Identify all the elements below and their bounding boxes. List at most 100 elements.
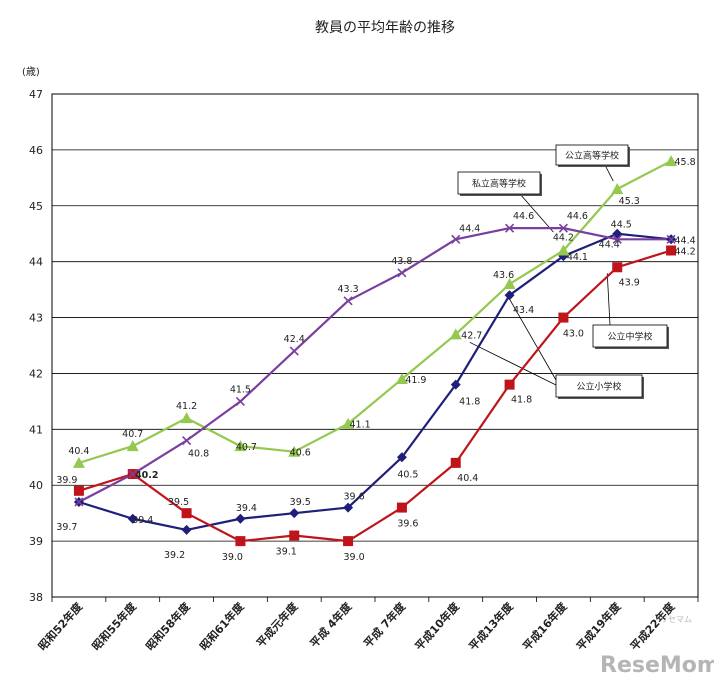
callout-leader	[469, 341, 557, 386]
data-point	[73, 485, 84, 496]
data-label: 45.3	[619, 196, 640, 207]
data-label: 40.7	[236, 442, 257, 453]
y-tick-label: 47	[29, 88, 43, 101]
data-label: 39.5	[290, 497, 311, 508]
data-point	[558, 312, 569, 323]
x-tick-label: 平成19年度	[573, 599, 624, 653]
y-tick-label: 45	[29, 200, 43, 213]
data-point	[666, 234, 676, 244]
y-tick-label: 40	[29, 479, 43, 492]
data-label: 39.1	[276, 547, 297, 558]
data-label: 40.2	[135, 470, 158, 481]
callout-label: 公立小学校	[576, 381, 621, 393]
data-label: 42.7	[461, 330, 482, 341]
chart-title: 教員の平均年齢の推移	[315, 20, 455, 36]
data-point	[503, 278, 516, 290]
data-point	[558, 223, 568, 233]
watermark-logo: ReseMom	[600, 653, 714, 678]
data-point	[235, 513, 246, 524]
y-tick-label: 46	[29, 144, 43, 157]
data-label: 40.7	[122, 429, 143, 440]
data-label: 40.6	[290, 448, 311, 459]
data-label: 40.4	[68, 446, 89, 457]
data-point	[665, 155, 678, 167]
series-lines	[78, 160, 672, 543]
data-point	[74, 497, 84, 507]
x-tick-label: 昭和55年度	[89, 599, 140, 653]
x-tick-label: 昭和58年度	[143, 599, 194, 653]
data-point	[449, 328, 462, 340]
data-point	[235, 396, 245, 406]
data-label: 44.6	[567, 211, 588, 222]
data-label: 43.0	[563, 329, 584, 340]
data-label: 39.6	[397, 519, 418, 530]
data-label: 45.8	[675, 157, 696, 168]
data-point	[557, 244, 570, 256]
data-labels: 39.7 39.4 39.2 39.4 39.5 39.6 40.5 41.8 43.4 44.1…	[56, 157, 695, 563]
data-point	[289, 508, 300, 519]
data-label: 40.5	[397, 469, 418, 480]
data-point	[180, 412, 193, 424]
data-point	[450, 379, 461, 390]
data-label: 39.2	[164, 550, 185, 561]
data-point	[343, 502, 354, 513]
data-point	[182, 435, 192, 446]
callout-box	[457, 171, 541, 195]
y-tick-label: 43	[29, 312, 43, 325]
series-line	[78, 227, 672, 503]
data-label: 43.6	[493, 270, 514, 281]
y-tick-label: 42	[29, 367, 43, 380]
data-point	[558, 251, 569, 262]
data-label: 39.5	[168, 497, 189, 508]
data-label: 41.8	[459, 397, 480, 408]
data-point	[343, 536, 354, 547]
data-point	[396, 452, 407, 463]
data-point	[505, 223, 515, 233]
x-tick-label: 昭和61年度	[197, 599, 248, 653]
data-label: 44.4	[599, 239, 620, 250]
data-point	[395, 373, 408, 385]
data-point	[451, 234, 461, 244]
data-label: 44.4	[459, 223, 480, 234]
data-label: 39.6	[344, 492, 365, 503]
x-tick-label: 平成22年度	[627, 599, 678, 653]
x-tick-label: 平成元年度	[253, 599, 301, 650]
data-point	[397, 268, 407, 278]
callout-leader	[604, 164, 614, 182]
data-label: 44.5	[611, 220, 632, 231]
x-tick-label: 平成16年度	[520, 599, 571, 653]
data-label: 39.7	[56, 522, 77, 533]
data-point	[289, 346, 299, 356]
data-point	[343, 296, 353, 306]
data-label: 40.8	[188, 449, 209, 460]
data-label: 41.9	[405, 375, 426, 386]
data-point	[128, 469, 138, 479]
y-tick-label: 44	[29, 256, 43, 269]
data-point	[611, 183, 624, 195]
data-point	[504, 290, 515, 301]
watermark-small: リセマム	[660, 615, 692, 624]
data-point	[181, 524, 192, 535]
data-label: 40.4	[457, 473, 478, 484]
data-point	[126, 440, 139, 452]
data-point	[288, 445, 301, 457]
data-point	[612, 262, 623, 273]
x-tick-label: 平成13年度	[466, 599, 517, 653]
y-axis-unit: (歳)	[22, 66, 40, 78]
y-tick-label: 39	[29, 535, 43, 548]
data-label: 39.0	[222, 552, 243, 563]
data-label: 44.4	[675, 235, 696, 246]
data-label: 44.6	[513, 211, 534, 222]
series-markers	[72, 155, 678, 547]
callout-leaders	[469, 164, 614, 386]
data-point	[396, 502, 407, 513]
callout-label: 公立中学校	[607, 331, 652, 343]
data-label: 43.8	[391, 256, 412, 267]
callout-label: 公立高等学校	[565, 150, 619, 162]
callout-box	[555, 144, 629, 166]
x-tick-label: 平成10年度	[412, 599, 463, 653]
data-point	[72, 456, 85, 468]
data-label: 39.4	[236, 503, 257, 514]
data-label: 41.5	[230, 384, 251, 395]
